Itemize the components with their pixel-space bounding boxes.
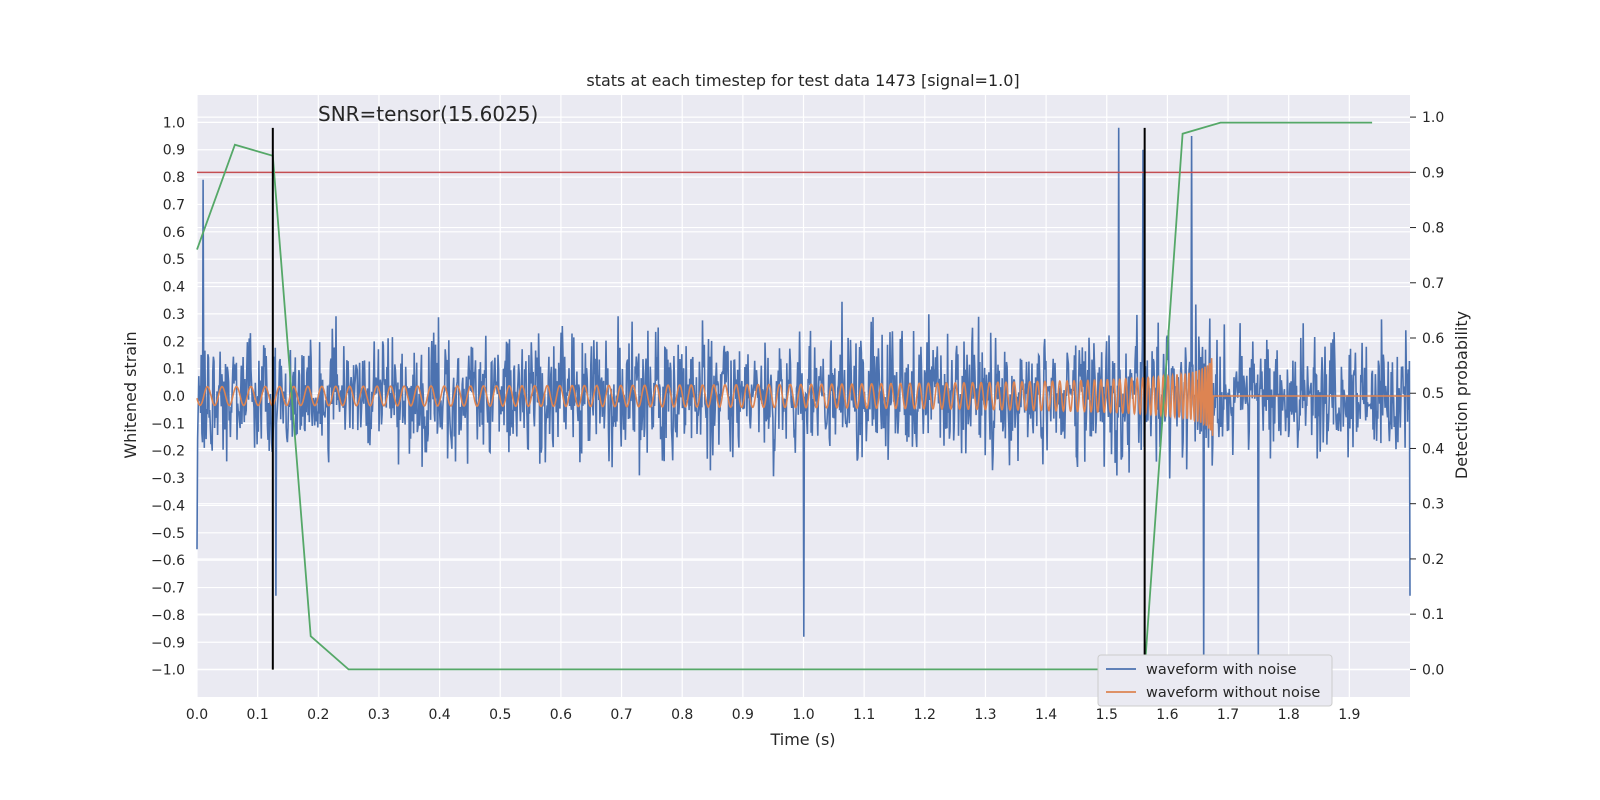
y2-tick-label: 0.8 xyxy=(1422,221,1444,237)
series-line-probability xyxy=(196,121,1373,671)
y2-tick-label: 1.0 xyxy=(1422,110,1444,126)
y2-tick-label: 0.9 xyxy=(1422,165,1444,181)
y-axis-label: Whitened strain xyxy=(121,331,140,458)
x-tick-label: 0.8 xyxy=(671,707,693,723)
y-tick-label: 0.5 xyxy=(163,252,185,268)
x-tick-label: 1.1 xyxy=(853,707,875,723)
y-tick-label: −0.2 xyxy=(151,444,185,460)
y-tick-label: −0.8 xyxy=(151,608,185,624)
y-tick-label: −0.3 xyxy=(151,471,185,487)
x-tick-label: 0.2 xyxy=(307,707,329,723)
y2-ticks: 1.0 0.9 0.8 0.7 0.6 0.5 0.4 0.3 0.2 0.1 0.0 xyxy=(1410,110,1444,678)
x-tick-label: 1.5 xyxy=(1096,707,1118,723)
legend-box xyxy=(1097,654,1333,707)
y-tick-label: 0.9 xyxy=(163,143,185,159)
x-tick-label: 1.0 xyxy=(792,707,814,723)
y2-tick-label: 0.3 xyxy=(1422,497,1444,513)
x-axis-label: Time (s) xyxy=(769,730,835,749)
y2-tick-label: 0.6 xyxy=(1422,331,1444,347)
y-tick-label: 0.6 xyxy=(163,225,185,241)
x-tick-label: 1.7 xyxy=(1217,707,1239,723)
y2-tick-label: 0.2 xyxy=(1422,552,1444,568)
snr-annotation: SNR=tensor(15.6025) xyxy=(318,102,538,126)
y-tick-label: 0.4 xyxy=(163,280,185,296)
x-tick-label: 0.0 xyxy=(186,707,208,723)
y-tick-label: 1.0 xyxy=(163,115,185,131)
x-tick-label: 1.3 xyxy=(974,707,996,723)
y-tick-label: −0.1 xyxy=(151,416,185,432)
legend-label-clean: waveform without noise xyxy=(1146,685,1320,701)
y-tick-label: −1.0 xyxy=(151,663,185,679)
y-ticks: 1.0 0.9 0.8 0.7 0.6 0.5 0.4 0.3 0.2 0.1 0.0 −0.1 −0.… xyxy=(151,115,185,678)
series-layer xyxy=(196,121,1411,671)
y-tick-label: 0.3 xyxy=(163,307,185,323)
x-tick-label: 1.4 xyxy=(1035,707,1057,723)
y2-tick-label: 0.1 xyxy=(1422,607,1444,623)
legend-label-noisy: waveform with noise xyxy=(1146,662,1297,678)
y2-tick-label: 0.7 xyxy=(1422,276,1444,292)
x-tick-label: 0.3 xyxy=(368,707,390,723)
x-tick-label: 1.9 xyxy=(1338,707,1360,723)
y-tick-label: 0.8 xyxy=(163,170,185,186)
y2-tick-label: 0.5 xyxy=(1422,386,1444,402)
y2-axis-label: Detection probability xyxy=(1452,311,1471,479)
x-tick-label: 1.6 xyxy=(1156,707,1178,723)
y-tick-label: −0.9 xyxy=(151,635,185,651)
y-tick-label: 0.2 xyxy=(163,334,185,350)
x-tick-label: 1.2 xyxy=(914,707,936,723)
x-ticks: 0.0 0.1 0.2 0.3 0.4 0.5 0.6 0.7 0.8 0.9 1.0 1.1 1.2 1… xyxy=(186,707,1361,723)
chart-title: stats at each timestep for test data 147… xyxy=(586,71,1019,90)
x-tick-label: 0.1 xyxy=(247,707,269,723)
series-line-clean xyxy=(196,358,1410,436)
legend: waveform with noise waveform without noi… xyxy=(1097,654,1333,707)
y-tick-label: −0.4 xyxy=(151,498,185,514)
y-tick-label: −0.5 xyxy=(151,526,185,542)
x-tick-label: 1.8 xyxy=(1278,707,1300,723)
y-tick-label: −0.6 xyxy=(151,553,185,569)
x-tick-label: 0.5 xyxy=(489,707,511,723)
y2-tick-label: 0.0 xyxy=(1422,662,1444,678)
x-tick-label: 0.6 xyxy=(550,707,572,723)
x-tick-label: 0.9 xyxy=(732,707,754,723)
y-tick-label: 0.7 xyxy=(163,197,185,213)
x-tick-label: 0.7 xyxy=(610,707,632,723)
y-tick-label: −0.7 xyxy=(151,581,185,597)
x-tick-label: 0.4 xyxy=(428,707,450,723)
y-tick-label: 0.1 xyxy=(163,362,185,378)
y-tick-label: 0.0 xyxy=(163,389,185,405)
y2-tick-label: 0.4 xyxy=(1422,441,1444,457)
